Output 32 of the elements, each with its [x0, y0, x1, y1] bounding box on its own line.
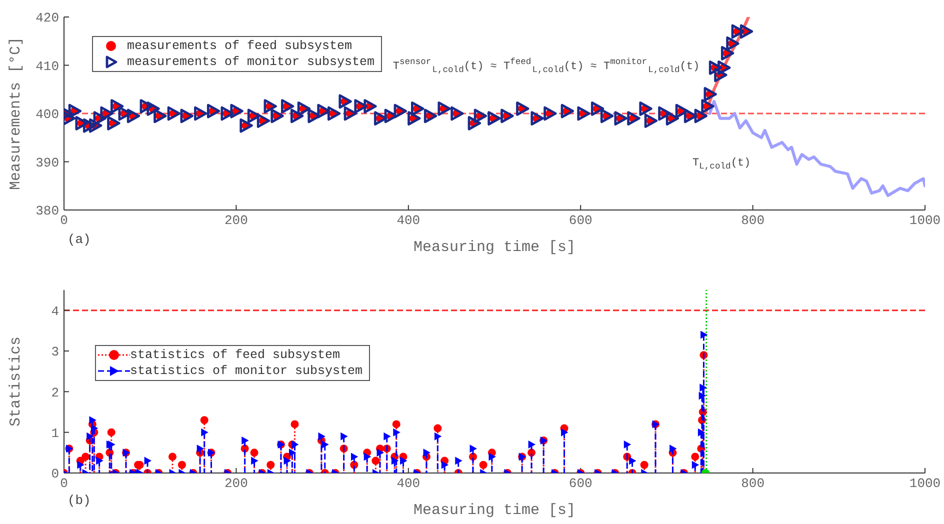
x-tick-label: 400	[396, 476, 420, 492]
y-axis-title: Statistics	[7, 336, 24, 427]
legend-label: measurements of monitor subsystem	[127, 55, 375, 69]
x-axis-title: Measuring time [s]	[413, 502, 576, 519]
text: (a)	[67, 232, 91, 247]
y-tick-label: 0	[51, 466, 59, 482]
text: T$^{sensor}$$_{L,cold}$(t) ≈ T$^{feed}$$_{L,cold}$(t) ≈ T$^{monitor}$$_{L,cold}$(t)	[392, 57, 700, 76]
x-tick-label: 1000	[909, 476, 941, 492]
y-axis-title: Measurements [°C]	[7, 36, 24, 190]
x-tick-label: 800	[741, 476, 765, 492]
y-tick-label: 380	[36, 204, 59, 219]
text: (b)	[67, 493, 91, 508]
annotation: T$_{L,cold}$(t)	[692, 158, 751, 172]
legend-label: measurements of feed subsystem	[127, 39, 352, 53]
x-axis-title: Measuring time [s]	[413, 239, 576, 256]
x-tick-label: 600	[568, 476, 592, 492]
y-tick-label: 400	[36, 107, 59, 122]
y-tick-label: 3	[51, 344, 59, 360]
x-tick-label: 1000	[909, 213, 941, 228]
legend-label: statistics of feed subsystem	[130, 348, 340, 362]
y-tick-label: 420	[36, 10, 59, 26]
x-tick-label: 200	[224, 213, 248, 228]
y-tick-label: 2	[51, 385, 59, 400]
legend-label: statistics of monitor subsystem	[130, 364, 363, 378]
x-tick-label: 800	[741, 213, 765, 228]
x-tick-label: 400	[396, 213, 420, 228]
x-tick-label: 200	[224, 476, 248, 492]
y-tick-label: 410	[36, 58, 59, 74]
y-tick-label: 4	[51, 304, 60, 319]
y-tick-label: 1	[51, 426, 60, 441]
x-tick-label: 600	[568, 213, 592, 228]
y-tick-label: 390	[36, 155, 59, 170]
